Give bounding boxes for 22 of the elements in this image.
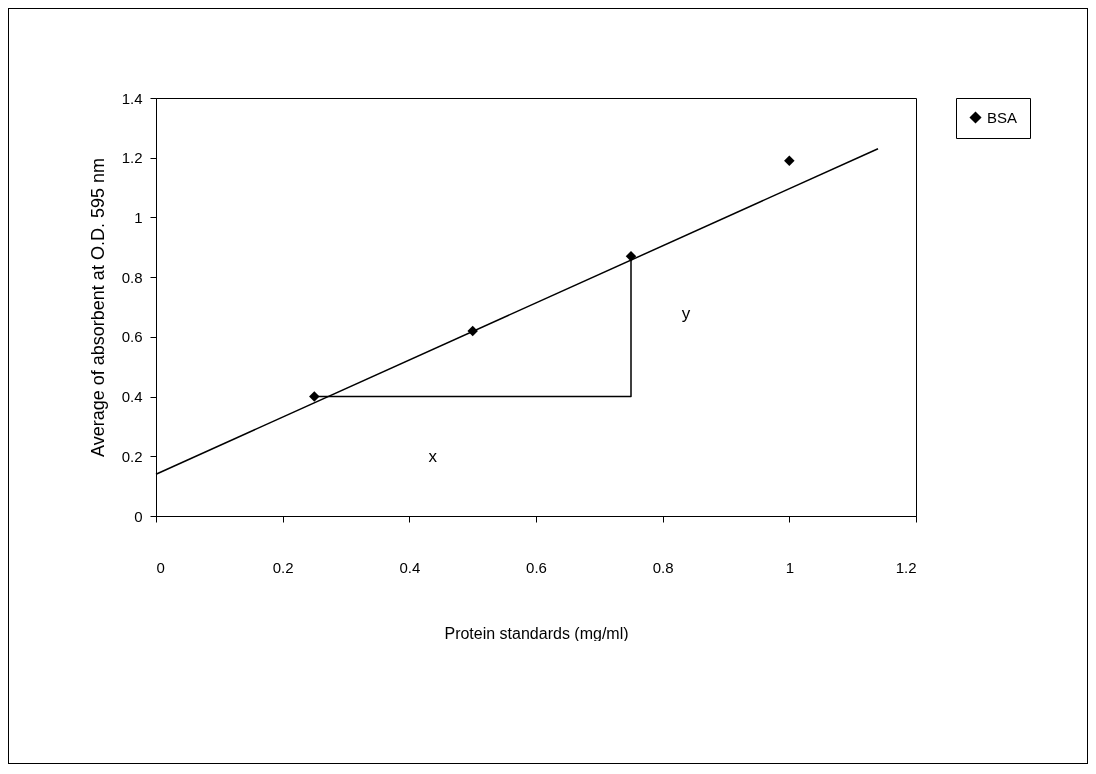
annotation: x [428, 446, 438, 466]
y-tick-label: 0 [134, 507, 143, 525]
legend-label: BSA [987, 108, 1018, 126]
x-tick-label: 0.8 [652, 558, 674, 576]
y-tick-label: 1 [134, 208, 143, 226]
x-axis-title: Protein standards (mg/ml) [444, 624, 629, 642]
y-axis-title: Average of absorbent at O.D. 595 nm [87, 158, 108, 457]
y-tick-label: 0.2 [121, 447, 143, 465]
x-tick-label: 1 [785, 558, 795, 576]
y-tick-label: 0.4 [121, 388, 143, 406]
point [309, 391, 320, 402]
point [784, 155, 795, 166]
x-tick-label: 1.2 [895, 558, 917, 576]
y-tick-label: 0.6 [121, 328, 143, 346]
x-tick-label: 0 [156, 558, 165, 576]
x-tick-label: 0.6 [526, 558, 547, 576]
y-tick-label: 1.4 [121, 89, 143, 107]
y-tick-label: 0.8 [121, 268, 143, 286]
x-tick-label: 0.2 [272, 558, 294, 576]
x-tick-label: 0.4 [399, 558, 421, 576]
y-tick-label: 1.2 [121, 149, 143, 167]
annotation: y [681, 304, 691, 324]
